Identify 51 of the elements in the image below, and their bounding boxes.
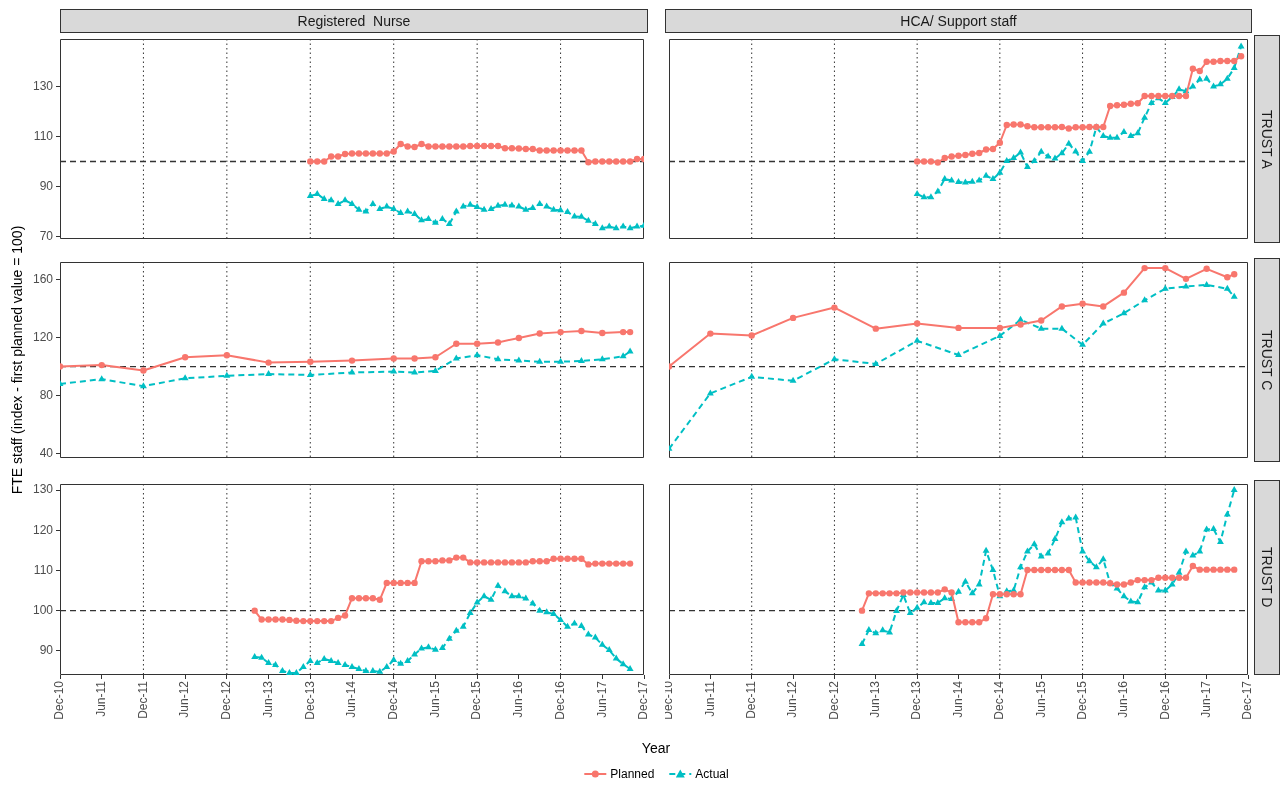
x-tick-label: Dec-13 — [909, 680, 924, 720]
y-tick-label: 90 — [39, 178, 54, 193]
x-tick-label: Jun-12 — [785, 680, 800, 718]
x-tick-label: Dec-16 — [552, 680, 567, 720]
x-tick-label: Dec-15 — [469, 680, 484, 720]
chart-title: Registered Nurse — [60, 9, 648, 33]
x-tick-label: Jun-14 — [344, 680, 359, 718]
x-axis-title: Year — [641, 740, 671, 756]
text: TRUST A — [1259, 109, 1275, 169]
x-tick-label: Jun-12 — [177, 680, 192, 718]
y-tick-label: 160 — [32, 271, 54, 286]
text: TRUST D — [1259, 547, 1275, 608]
x-tick-label: Dec-12 — [219, 680, 234, 720]
y-tick-label: 130 — [32, 78, 54, 93]
x-tick-label: Jun-13 — [260, 680, 275, 718]
x-tick-label: Jun-13 — [868, 680, 883, 718]
x-tick-label: Jun-17 — [594, 680, 609, 718]
x-tick-label: Dec-12 — [826, 680, 841, 720]
y-tick-label: 120 — [32, 522, 54, 537]
legend-label: Planned — [610, 767, 655, 781]
chart-title: HCA/ Support staff — [665, 9, 1252, 33]
y-tick-label: 40 — [39, 445, 54, 460]
y-tick-label: 110 — [33, 128, 54, 143]
y-tick-label: 100 — [32, 602, 54, 617]
x-tick-label: Jun-11 — [94, 680, 109, 717]
y-tick-label: 110 — [33, 562, 54, 577]
text: TRUST C — [1259, 329, 1275, 391]
x-tick-label: Jun-15 — [427, 680, 442, 718]
x-tick-label: Jun-11 — [702, 680, 717, 717]
y-tick-label: 70 — [39, 228, 54, 243]
x-tick-label: Jun-16 — [511, 680, 526, 718]
x-tick-label: Dec-14 — [386, 680, 401, 720]
legend-label: Actual — [695, 767, 729, 781]
x-tick-label: Dec-11 — [135, 680, 150, 719]
y-tick-label: 80 — [39, 387, 54, 402]
x-tick-label: Dec-11 — [744, 680, 759, 719]
x-tick-label: Jun-14 — [950, 680, 965, 718]
x-tick-label: Dec-17 — [636, 680, 651, 720]
x-tick-label: Dec-14 — [992, 680, 1007, 720]
x-tick-label: Jun-15 — [1033, 680, 1048, 718]
y-axis-title: FTE staff (index - first planned value = 100) — [9, 225, 25, 495]
x-tick-label: Dec-16 — [1157, 680, 1172, 720]
x-tick-label: Dec-13 — [302, 680, 317, 720]
x-tick-label: Jun-17 — [1198, 680, 1213, 718]
x-tick-label: Dec-10 — [52, 680, 67, 720]
x-tick-label: Jun-16 — [1116, 680, 1131, 718]
y-tick-label: 120 — [32, 329, 54, 344]
y-tick-label: 130 — [32, 482, 54, 497]
x-tick-label: Dec-15 — [1074, 680, 1089, 720]
x-tick-label: Dec-17 — [1240, 680, 1255, 720]
y-tick-label: 90 — [39, 643, 54, 658]
